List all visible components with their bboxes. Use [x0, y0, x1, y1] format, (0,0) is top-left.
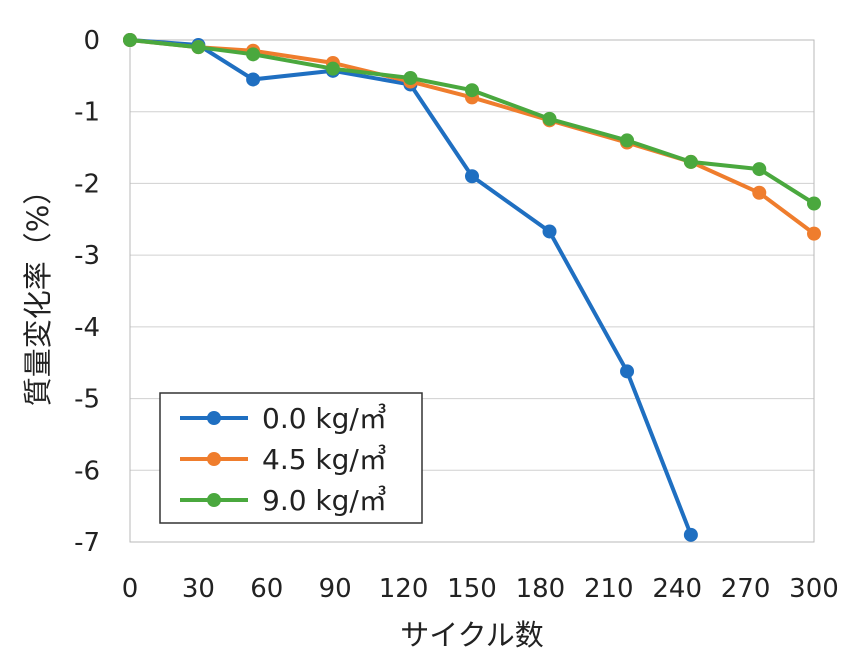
legend-item: 0.0 kg/㎥: [180, 402, 387, 435]
legend-label: 9.0 kg/㎥: [262, 484, 387, 517]
legend-marker: [207, 493, 221, 507]
series-2: [123, 33, 821, 211]
data-point: [191, 40, 206, 55]
x-tick-label: 240: [652, 574, 702, 604]
x-tick-label: 210: [584, 574, 634, 604]
data-point: [752, 185, 767, 200]
plot-area-border: [129, 39, 815, 543]
y-axis-label: 質量変化率（%）: [21, 176, 55, 407]
legend-marker: [207, 411, 221, 425]
data-point: [246, 47, 261, 62]
data-point: [683, 527, 698, 542]
legend-item: 9.0 kg/㎥: [180, 484, 387, 517]
data-point: [807, 196, 821, 211]
y-tick-label: -4: [74, 313, 100, 343]
data-point: [752, 162, 767, 177]
x-tick-label: 90: [319, 574, 352, 604]
data-point: [246, 72, 261, 87]
legend-label: 4.5 kg/㎥: [262, 443, 387, 476]
y-axis-ticks: 0 -1 -2 -3 -4 -5 -6 -7: [74, 26, 100, 558]
data-point: [123, 33, 137, 47]
legend-item: 4.5 kg/㎥: [180, 443, 387, 476]
data-point: [620, 364, 635, 379]
data-point: [542, 111, 557, 126]
x-tick-label: 120: [379, 574, 429, 604]
y-tick-label: 0: [83, 26, 100, 56]
legend-marker: [207, 452, 221, 466]
data-point: [325, 61, 340, 76]
x-tick-label: 30: [182, 574, 215, 604]
legend-label: 0.0 kg/㎥: [262, 402, 387, 435]
y-tick-label: -2: [74, 169, 100, 199]
data-point: [683, 154, 698, 169]
y-tick-label: -5: [74, 385, 100, 415]
data-point: [403, 71, 418, 86]
x-tick-label: 270: [721, 574, 771, 604]
y-tick-label: -7: [74, 528, 100, 558]
series: [123, 33, 821, 542]
data-point: [465, 169, 479, 184]
x-tick-label: 150: [447, 574, 497, 604]
series-line: [128, 38, 816, 236]
x-tick-label: 300: [789, 574, 839, 604]
x-tick-label: 60: [250, 574, 283, 604]
data-point: [542, 224, 557, 239]
y-tick-label: -1: [74, 98, 100, 128]
y-tick-label: -3: [74, 241, 100, 271]
data-point: [620, 133, 635, 148]
y-tick-label: -6: [74, 456, 100, 486]
legend: 0.0 kg/㎥ 4.5 kg/㎥ 9.0 kg/㎥: [159, 392, 423, 524]
data-point: [465, 83, 479, 98]
x-axis-ticks: 0 30 60 90 120 150 180 210 240 270 300: [122, 574, 839, 604]
x-axis-label: サイクル数: [400, 618, 544, 652]
data-point: [807, 226, 821, 241]
x-tick-label: 0: [122, 574, 139, 604]
x-tick-label: 180: [516, 574, 566, 604]
